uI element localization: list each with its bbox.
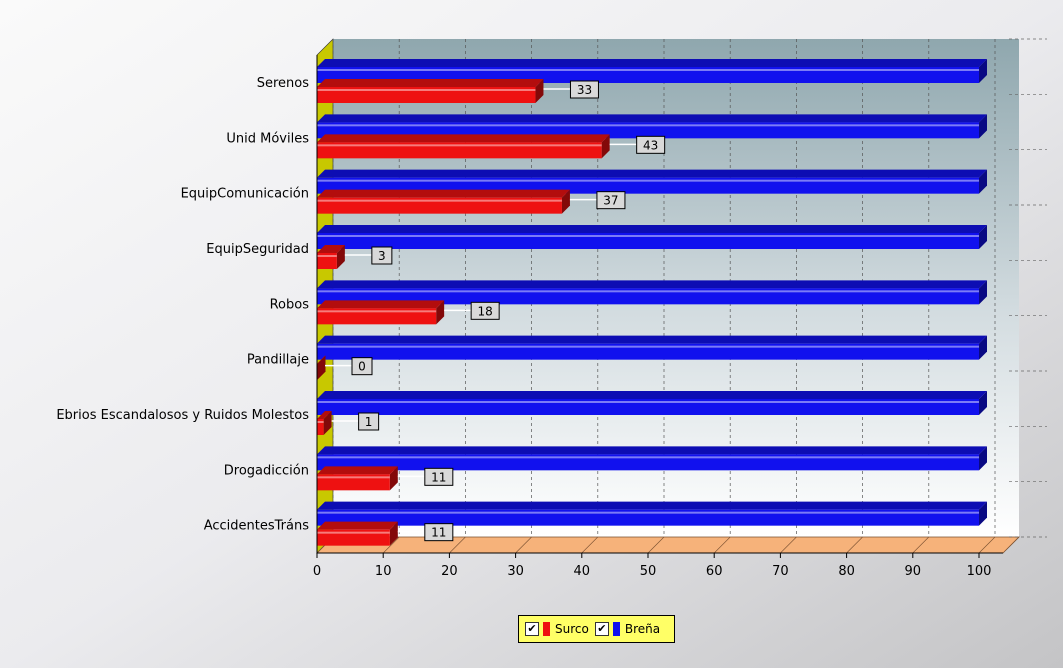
data-label-box (636, 135, 666, 154)
bar-surco-top (317, 79, 544, 87)
data-label-box (470, 301, 500, 320)
category-label: Robos (270, 297, 310, 312)
category-label: Serenos (257, 76, 310, 91)
bar-brena-highlight (317, 456, 979, 459)
bar-surco-highlight (317, 310, 437, 313)
bar-brena-highlight (317, 511, 979, 514)
bar-surco-highlight (317, 255, 337, 257)
bar-brena-highlight (317, 179, 979, 182)
bar-brena-top (317, 501, 987, 510)
x-tick-label: 20 (441, 564, 458, 579)
bar-surco-top (317, 245, 345, 253)
category-label: Ebrios Escandalosos y Ruidos Molestos (56, 408, 309, 423)
bar-surco-top (317, 411, 332, 419)
x-tick-label: 70 (772, 564, 789, 579)
data-label: 37 (603, 194, 618, 208)
legend-label-surco: Surco (555, 622, 589, 636)
bar-surco-top (317, 134, 610, 143)
data-label-box (358, 412, 380, 431)
bar-brena-top (317, 280, 987, 289)
x-tick-label: 80 (838, 564, 855, 579)
bar-surco-highlight (317, 531, 390, 534)
floor-grid-line (713, 536, 731, 554)
floor-grid-line (449, 536, 466, 554)
floor-grid-line (647, 536, 665, 554)
floor-grid-line (846, 536, 863, 554)
x-tick-label: 0 (313, 564, 321, 579)
data-label: 43 (643, 138, 658, 152)
category-label: EquipComunicación (181, 187, 309, 202)
legend-swatch-surco (543, 622, 550, 636)
floor-grid-line (978, 536, 996, 554)
x-tick-label: 100 (967, 564, 992, 579)
bar-surco-top (317, 521, 398, 530)
bar-brena-top (317, 169, 987, 178)
floor (316, 536, 1020, 554)
category-label: Pandillaje (247, 353, 309, 368)
checkbox-icon[interactable]: ✔ (525, 622, 539, 636)
bar-brena-top (317, 114, 987, 123)
category-label: EquipSeguridad (206, 242, 309, 257)
bar-brena-highlight (317, 401, 979, 403)
bar-surco-top (317, 189, 570, 198)
category-label: Unid Móviles (226, 131, 309, 146)
data-label-box (351, 357, 373, 376)
floor-grid-line (912, 536, 930, 554)
category-label: AccidentesTráns (204, 519, 310, 534)
legend-swatch-brena (612, 622, 620, 636)
x-tick-label: 90 (905, 564, 922, 579)
bar-surco (317, 419, 324, 435)
bar-brena-top (317, 225, 987, 233)
legend-item-surco[interactable]: ✔ Surco (525, 622, 589, 636)
legend-item-brena[interactable]: ✔ Breña (594, 622, 661, 636)
bar-surco-top (317, 355, 326, 364)
bar-surco-highlight (317, 476, 390, 479)
bar-surco-highlight (317, 199, 562, 202)
data-label-box (569, 80, 599, 99)
data-label: 1 (365, 415, 373, 429)
legend-label-brena: Breña (624, 622, 661, 636)
bar-brena-top (317, 59, 987, 67)
legend: ✔ Surco ✔ Breña (518, 615, 676, 643)
x-tick-label: 30 (507, 564, 524, 579)
bar-surco-highlight (317, 89, 536, 91)
checkbox-icon[interactable]: ✔ (594, 622, 609, 636)
x-tick-label: 40 (574, 564, 591, 579)
data-label-box (424, 467, 454, 486)
category-label: Drogadicción (224, 463, 309, 478)
floor-grid-line (382, 536, 400, 554)
x-tick-label: 50 (640, 564, 657, 579)
floor-grid-line (780, 536, 797, 554)
bar-brena-highlight (317, 235, 979, 237)
floor-grid-line (581, 536, 599, 554)
bar-surco-highlight (317, 421, 324, 423)
data-label-box (371, 246, 393, 265)
data-label: 11 (431, 526, 446, 540)
x-tick-label: 10 (375, 564, 392, 579)
bar-brena-top (317, 391, 987, 399)
data-label-box (596, 191, 626, 210)
bar-brena-highlight (317, 345, 979, 348)
data-label: 33 (577, 83, 592, 97)
bar-brena-top (317, 446, 987, 455)
bar-brena-highlight (317, 290, 979, 293)
bar-surco-highlight (317, 144, 602, 147)
data-label: 18 (478, 304, 493, 318)
bar-surco-top (317, 300, 445, 309)
bar-brena-highlight (317, 69, 979, 71)
x-tick-label: 60 (706, 564, 723, 579)
bar-surco-top (317, 466, 398, 475)
data-label: 0 (358, 360, 366, 374)
bar-brena-highlight (317, 124, 979, 127)
bar-brena-top (317, 335, 987, 344)
data-label: 11 (431, 470, 446, 484)
floor-grid-line (515, 536, 532, 554)
data-label-box (424, 523, 454, 542)
data-label: 3 (378, 249, 386, 263)
